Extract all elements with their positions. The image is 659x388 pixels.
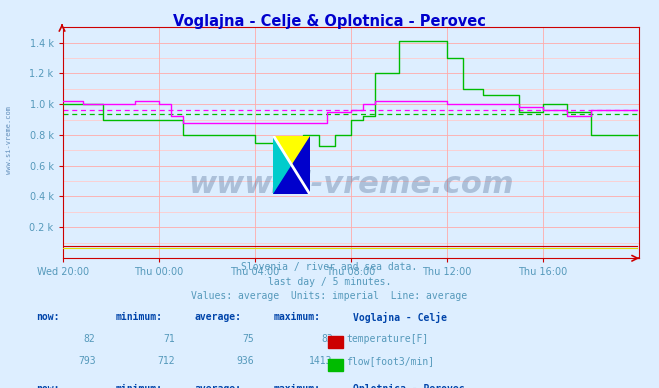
Text: last day / 5 minutes.: last day / 5 minutes.: [268, 277, 391, 287]
Text: average:: average:: [194, 312, 241, 322]
Polygon shape: [273, 136, 310, 194]
Text: 71: 71: [163, 334, 175, 344]
Text: www.si-vreme.com: www.si-vreme.com: [5, 106, 12, 174]
Text: minimum:: minimum:: [115, 312, 162, 322]
Text: 936: 936: [236, 356, 254, 366]
Text: now:: now:: [36, 384, 60, 388]
Text: 793: 793: [78, 356, 96, 366]
Text: 75: 75: [242, 334, 254, 344]
Text: Oplotnica - Perovec: Oplotnica - Perovec: [353, 384, 464, 388]
Text: maximum:: maximum:: [273, 384, 320, 388]
Text: Voglajna - Celje: Voglajna - Celje: [353, 312, 447, 323]
Text: temperature[F]: temperature[F]: [346, 334, 428, 344]
Polygon shape: [273, 136, 310, 194]
Text: 1413: 1413: [309, 356, 333, 366]
Text: flow[foot3/min]: flow[foot3/min]: [346, 356, 434, 366]
Polygon shape: [273, 136, 310, 194]
Text: average:: average:: [194, 384, 241, 388]
Text: 82: 82: [84, 334, 96, 344]
Text: now:: now:: [36, 312, 60, 322]
Text: maximum:: maximum:: [273, 312, 320, 322]
Text: Slovenia / river and sea data.: Slovenia / river and sea data.: [241, 262, 418, 272]
Text: Voglajna - Celje & Oplotnica - Perovec: Voglajna - Celje & Oplotnica - Perovec: [173, 14, 486, 29]
Text: Values: average  Units: imperial  Line: average: Values: average Units: imperial Line: av…: [191, 291, 468, 301]
Text: www.si-vreme.com: www.si-vreme.com: [188, 170, 514, 199]
Text: 712: 712: [157, 356, 175, 366]
Text: minimum:: minimum:: [115, 384, 162, 388]
Text: 83: 83: [321, 334, 333, 344]
